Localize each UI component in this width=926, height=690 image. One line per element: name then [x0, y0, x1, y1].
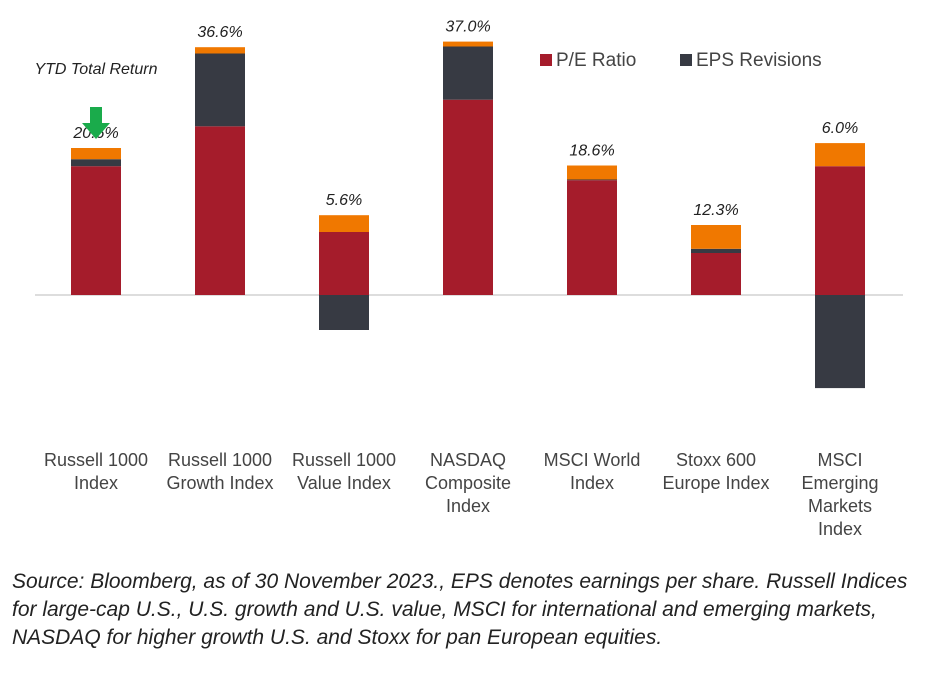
bar-segment — [691, 225, 741, 249]
total-label: 5.6% — [326, 192, 362, 209]
x-tick-label: Russell 1000 Index — [43, 450, 149, 493]
bar-segment — [691, 253, 741, 295]
bar-segment — [195, 47, 245, 54]
legend-swatch — [680, 54, 692, 66]
annotation: YTD Total Return — [34, 61, 157, 78]
bar-segment — [319, 295, 369, 330]
total-label: 12.3% — [693, 202, 738, 219]
x-tick-label: Stoxx 600 Europe Index — [662, 450, 770, 493]
total-label: 37.0% — [445, 19, 490, 36]
bar-segment — [443, 46, 493, 100]
legend-label: EPS Revisions — [696, 50, 822, 71]
bar-segment — [71, 166, 121, 295]
total-label: 36.6% — [197, 24, 242, 41]
total-label: 6.0% — [822, 120, 858, 137]
legend-swatch — [540, 54, 552, 66]
x-tick-label: MSCI Emerging Markets Index — [801, 450, 879, 539]
bar-segment — [443, 41, 493, 47]
bar-segment — [195, 126, 245, 295]
bar-segment — [71, 159, 121, 167]
x-tick-label: Russell 1000 Value Index — [291, 450, 397, 493]
bar-segment — [443, 99, 493, 295]
bar-segment — [319, 232, 369, 295]
bar-segment — [195, 53, 245, 127]
source-note: Source: Bloomberg, as of 30 November 202… — [12, 570, 908, 649]
bar-segment — [567, 179, 617, 181]
total-label: 18.6% — [569, 143, 614, 160]
bar-segment — [567, 180, 617, 295]
chart: 20.6%YTD Total Return36.6%5.6%37.0%18.6%… — [34, 19, 903, 389]
arrow — [82, 107, 110, 139]
bar-segment — [567, 165, 617, 180]
bar-segment — [815, 166, 865, 295]
x-tick-label: MSCI World Index — [543, 450, 641, 493]
x-tick-label: Russell 1000 Growth Index — [166, 450, 274, 493]
bar-segment — [815, 295, 865, 389]
bar-segment — [815, 143, 865, 167]
bar-segment — [319, 215, 369, 232]
bar-segment — [691, 248, 741, 253]
legend-label: P/E Ratio — [556, 50, 636, 71]
bar-segment — [71, 148, 121, 160]
x-tick-label: NASDAQ Composite Index — [424, 450, 512, 516]
